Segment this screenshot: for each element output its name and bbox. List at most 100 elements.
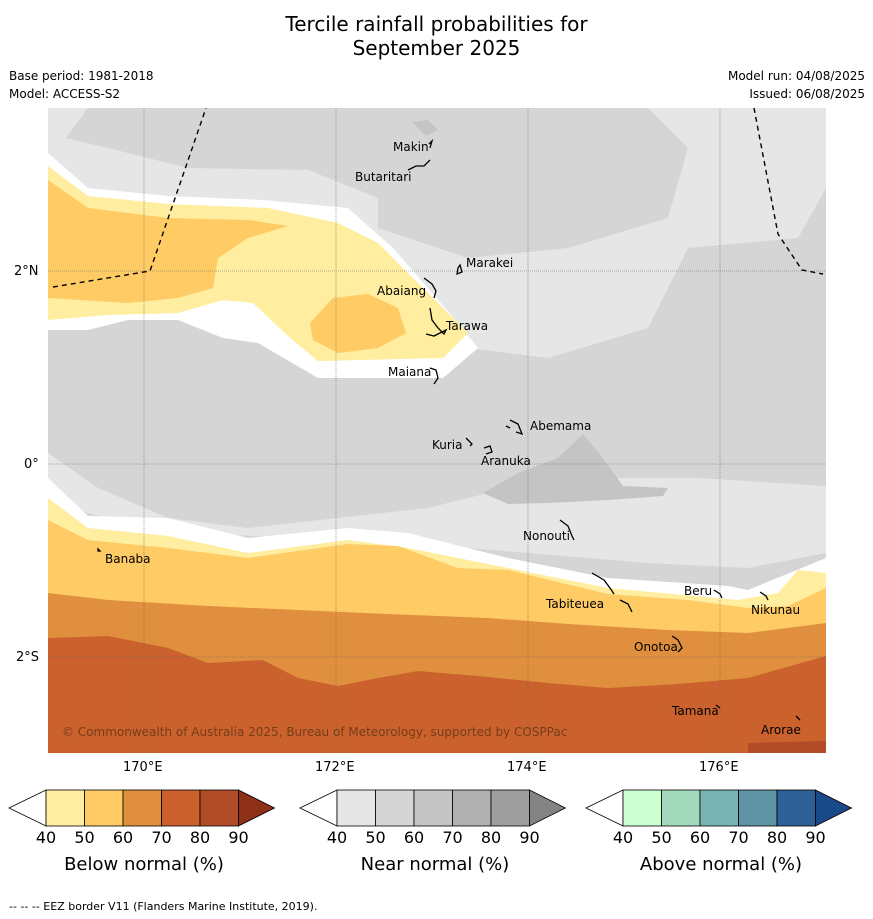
island-aranuka-shape	[483, 445, 493, 455]
colorbar-segment	[336, 789, 376, 827]
colorbar-segment	[199, 789, 239, 827]
island-nonouti-shape	[559, 519, 575, 541]
below-normal-50-region-north	[48, 180, 288, 303]
island-tabiteuea-shape	[591, 572, 633, 613]
colorbar-low-extension	[585, 789, 624, 827]
colorbar-tick-label: 40	[35, 828, 57, 847]
colorbar-tick-label: 40	[612, 828, 634, 847]
lon-label-170e: 170°E	[123, 760, 163, 775]
island-abemama-shape	[505, 419, 524, 436]
label-kuria: Kuria	[432, 438, 463, 452]
island-makin-shape	[428, 138, 434, 149]
island-arorae-shape	[795, 715, 801, 721]
issued-date: Issued: 06/08/2025	[749, 87, 865, 101]
colorbar-below-normal	[8, 789, 276, 827]
label-tamana: Tamana	[671, 704, 719, 718]
colorbar-tick-label: 60	[403, 828, 425, 847]
colorbar-tick-label: 70	[151, 828, 172, 847]
colorbar-low-extension	[8, 789, 47, 827]
island-marakei-shape	[456, 263, 463, 276]
label-marakei: Marakei	[466, 256, 513, 270]
below-normal-70-region	[48, 636, 826, 753]
colorbar-segment	[622, 789, 662, 827]
colorbar-title-below: Below normal (%)	[64, 854, 224, 875]
colorbar-low-extension	[299, 789, 338, 827]
colorbar-segment	[122, 789, 162, 827]
colorbar-tick-label: 60	[689, 828, 711, 847]
colorbar-segment	[413, 789, 453, 827]
island-kuria-shape	[465, 437, 473, 447]
island-abaiang-shape	[423, 277, 437, 299]
near-normal-40-region-north	[48, 108, 826, 358]
colorbar-tick-label: 80	[766, 828, 788, 847]
colorbar-above-normal	[585, 789, 853, 827]
colorbar-segment	[45, 789, 85, 827]
below-normal-80-region	[748, 741, 826, 753]
colorbar-tick-label: 80	[189, 828, 211, 847]
colorbar-high-extension	[238, 789, 276, 827]
colorbar-segment	[375, 789, 415, 827]
lon-label-176e: 176°E	[699, 760, 739, 775]
colorbar-tick-label: 90	[805, 828, 826, 847]
eez-footnote: -- -- -- EEZ border V11 (Flanders Marine…	[9, 900, 318, 913]
island-maiana-shape	[429, 367, 439, 385]
label-arorae: Arorae	[761, 723, 801, 737]
model-name: Model: ACCESS-S2	[9, 87, 121, 101]
lon-label-172e: 172°E	[315, 760, 355, 775]
label-maiana: Maiana	[388, 365, 431, 379]
near-normal-40-region-south	[48, 453, 826, 568]
colorbar-segment	[452, 789, 492, 827]
map-copyright: © Commonwealth of Australia 2025, Bureau…	[62, 725, 567, 739]
island-tarawa-shape	[425, 307, 448, 337]
colorbar-tick-label: 90	[228, 828, 249, 847]
colorbar-segment	[738, 789, 778, 827]
label-abemama: Abemama	[530, 419, 591, 433]
meta-right: Model run: 04/08/2025 Issued: 06/08/2025	[728, 69, 865, 105]
lat-label-2s: 2°S	[16, 650, 40, 665]
graticule	[48, 108, 826, 753]
rainfall-map: Makin Butaritari Marakei Abaiang Tarawa …	[48, 108, 826, 753]
colorbar-segment	[84, 789, 124, 827]
near-normal-60-patch-north	[412, 120, 438, 136]
colorbar-high-extension	[529, 789, 567, 827]
label-makin: Makin	[393, 140, 429, 154]
colorbar-tick-label: 40	[326, 828, 348, 847]
chart-title: Tercile rainfall probabilities for Septe…	[0, 12, 873, 60]
island-banaba-shape	[97, 547, 102, 552]
lat-label-0: 0°	[24, 457, 39, 472]
island-beru-shape	[713, 589, 723, 599]
label-beru: Beru	[684, 584, 712, 598]
colorbar-title-above: Above normal (%)	[639, 854, 803, 875]
island-outlines	[97, 138, 801, 721]
lon-label-174e: 174°E	[507, 760, 547, 775]
colorbar-segment	[699, 789, 739, 827]
colorbar-tick-label: 70	[728, 828, 749, 847]
colorbar-segment	[776, 789, 816, 827]
colorbar-tick-label: 50	[365, 828, 386, 847]
title-line-2: September 2025	[352, 36, 521, 60]
label-aranuka: Aranuka	[481, 454, 531, 468]
colorbar-tick-label: 90	[519, 828, 540, 847]
colorbar-segment	[661, 789, 701, 827]
base-period: Base period: 1981-2018	[9, 69, 154, 83]
label-tarawa: Tarawa	[445, 319, 488, 333]
island-onotoa-shape	[671, 635, 683, 653]
colorbar-segment	[161, 789, 201, 827]
island-nikunau-shape	[759, 591, 769, 601]
colorbar-high-extension	[815, 789, 853, 827]
colorbar-tick-label: 80	[480, 828, 502, 847]
island-tamana-shape	[715, 704, 721, 709]
lat-label-2n: 2°N	[14, 264, 39, 279]
label-abaiang: Abaiang	[377, 284, 426, 298]
island-butaritari-shape	[407, 159, 431, 171]
label-nonouti: Nonouti	[523, 529, 570, 543]
colorbar-tick-label: 60	[112, 828, 134, 847]
label-banaba: Banaba	[105, 552, 151, 566]
colorbar-title-near: Near normal (%)	[360, 854, 510, 875]
near-normal-60-patch	[483, 434, 668, 504]
label-nikunau: Nikunau	[751, 603, 800, 617]
colorbar-near-normal	[299, 789, 567, 827]
label-onotoa: Onotoa	[634, 640, 678, 654]
label-tabiteuea: Tabiteuea	[545, 597, 604, 611]
eez-border	[52, 108, 824, 288]
